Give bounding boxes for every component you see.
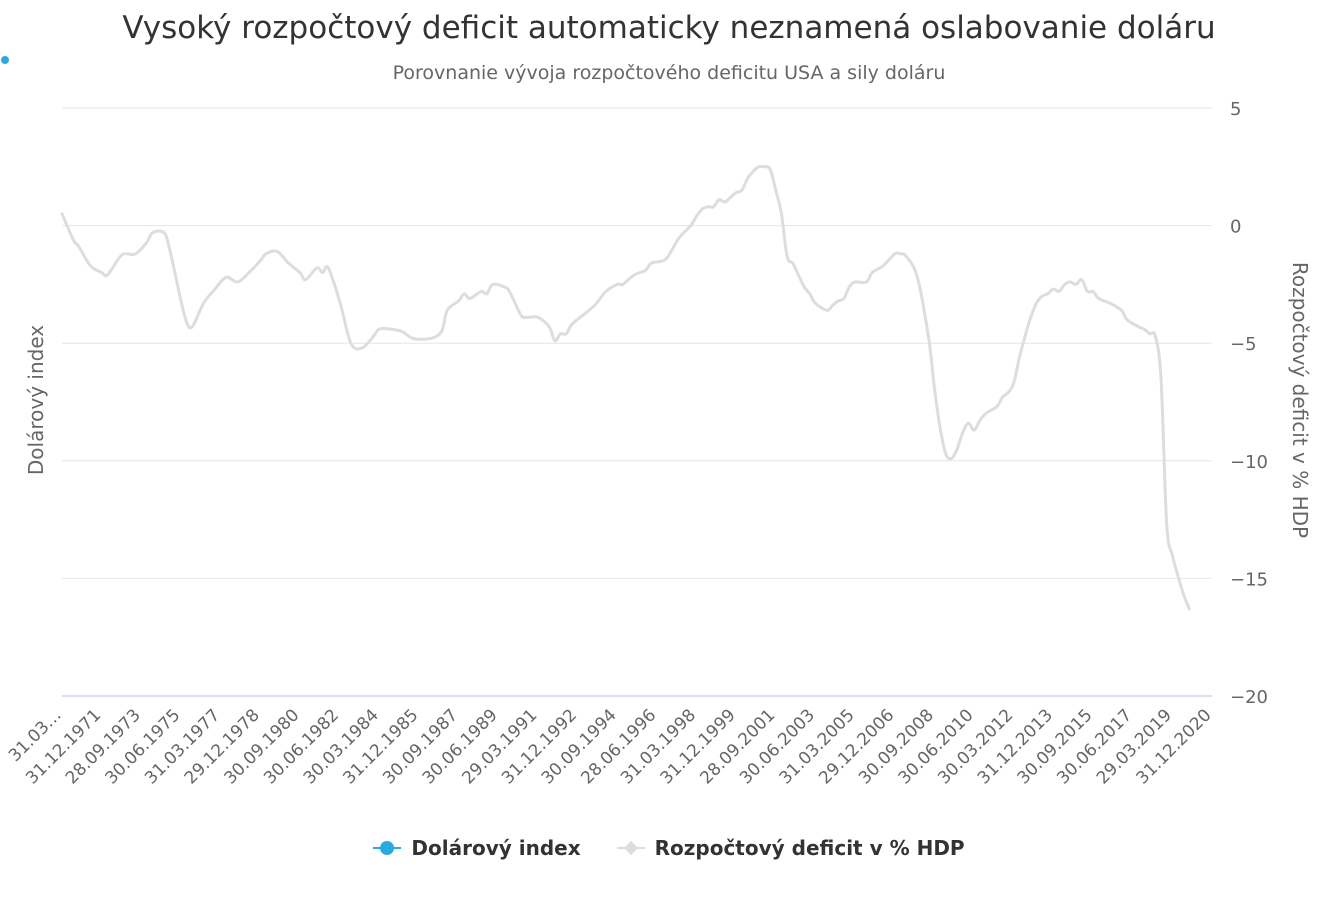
series-color-dot [1, 56, 9, 64]
legend-item-deficit[interactable]: Rozpočtový deficit v % HDP [616, 836, 965, 860]
y-tick-label: 5 [1230, 99, 1241, 120]
series-line-deficit [60, 164, 1191, 611]
legend-label-deficit: Rozpočtový deficit v % HDP [654, 836, 965, 860]
y-tick-label: −20 [1230, 687, 1268, 708]
legend-label-dollar-index: Dolárový index [411, 836, 581, 860]
legend: Dolárový index Rozpočtový deficit v % HD… [0, 836, 1338, 860]
chart-subtitle: Porovnanie vývoja rozpočtového deficitu … [392, 62, 946, 84]
legend-circle-icon [373, 841, 402, 855]
y-tick-label: −10 [1230, 452, 1268, 473]
y-tick-label: −5 [1230, 334, 1257, 355]
chart-title: Vysoký rozpočtový deficit automaticky ne… [122, 10, 1216, 46]
legend-item-dollar-index[interactable]: Dolárový index [373, 836, 581, 860]
y-tick-label: −15 [1230, 569, 1268, 590]
legend-diamond-icon [616, 840, 645, 856]
y-tick-label: 0 [1230, 217, 1241, 238]
